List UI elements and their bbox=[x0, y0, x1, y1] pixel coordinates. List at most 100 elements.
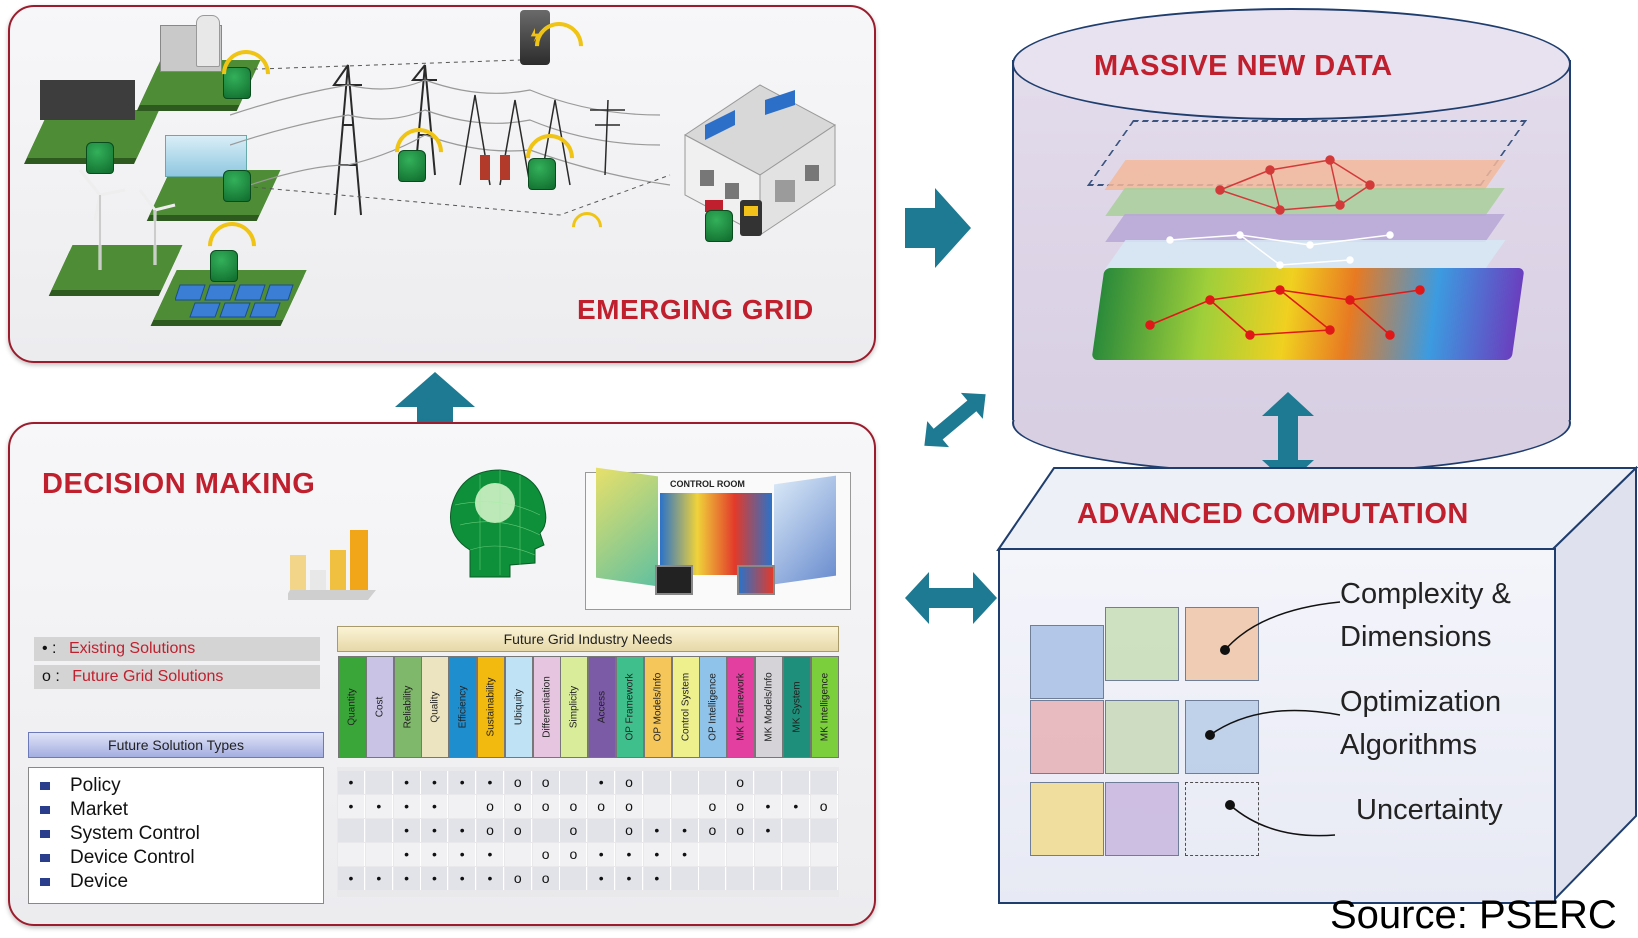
cube bbox=[1185, 700, 1259, 774]
battery-icon bbox=[520, 10, 550, 65]
need-column: OP Framework bbox=[616, 656, 644, 758]
control-room-screen-center bbox=[660, 493, 772, 575]
pointer-lines bbox=[1205, 601, 1341, 837]
matrix-cell bbox=[727, 843, 755, 866]
bullet-icon bbox=[40, 877, 50, 886]
matrix-cell bbox=[782, 819, 810, 842]
solar-panels-icon bbox=[175, 284, 294, 318]
matrix-cell bbox=[504, 843, 532, 866]
matrix-cell bbox=[338, 843, 365, 866]
bullet-icon bbox=[40, 829, 50, 838]
solution-type-label: Policy bbox=[70, 775, 121, 796]
matrix-cell: o bbox=[560, 843, 588, 866]
right-arrow-icon bbox=[905, 188, 971, 268]
need-label: MK Models/Info bbox=[763, 672, 775, 742]
matrix-cell: o bbox=[532, 795, 560, 818]
need-label: Cost bbox=[374, 696, 386, 718]
matrix-cell bbox=[782, 843, 810, 866]
matrix-cell: • bbox=[421, 867, 449, 890]
matrix-cell: o bbox=[560, 819, 588, 842]
matrix-cell bbox=[699, 867, 727, 890]
need-label: Quantity bbox=[346, 688, 358, 726]
need-label: OP Intelligence bbox=[707, 673, 719, 741]
solution-type-label: Market bbox=[70, 799, 129, 820]
need-column: Reliability bbox=[393, 656, 422, 758]
matrix-cell: • bbox=[755, 795, 782, 818]
up-arrow-icon bbox=[395, 372, 475, 442]
complexity-label: Complexity & bbox=[1340, 578, 1511, 610]
matrix-cell bbox=[365, 771, 393, 794]
legend-existing-symbol: • : bbox=[42, 640, 57, 657]
matrix-cell: • bbox=[338, 771, 365, 794]
control-room-screen-left bbox=[596, 467, 658, 587]
matrix-cell bbox=[643, 771, 671, 794]
sensor-icon bbox=[223, 170, 251, 202]
diagonal-double-arrow-icon bbox=[924, 392, 986, 448]
algorithms-label: Algorithms bbox=[1340, 729, 1477, 761]
need-label: Efficiency bbox=[457, 685, 469, 729]
cube bbox=[1105, 607, 1179, 681]
need-column: OP Intelligence bbox=[699, 656, 728, 758]
matrix-cell: • bbox=[365, 867, 393, 890]
matrix-cell bbox=[699, 843, 727, 866]
matrix-cell bbox=[560, 867, 588, 890]
matrix-cell: o bbox=[699, 819, 727, 842]
matrix-cell: o bbox=[616, 795, 643, 818]
need-column: Differentiation bbox=[532, 656, 561, 758]
need-label: OP Models/Info bbox=[652, 672, 664, 742]
solution-type-item: Device bbox=[40, 870, 128, 894]
matrix-cell: • bbox=[449, 819, 477, 842]
legend-future: o : Future Grid Solutions bbox=[34, 665, 320, 689]
sensor-icon bbox=[398, 150, 426, 182]
cube bbox=[1105, 700, 1179, 774]
matrix-cell: o bbox=[560, 795, 588, 818]
matrix-cell bbox=[810, 771, 838, 794]
types-header: Future Solution Types bbox=[28, 732, 324, 758]
matrix-cell bbox=[588, 819, 616, 842]
matrix-cell: • bbox=[643, 843, 671, 866]
monitor-icon bbox=[655, 565, 693, 595]
need-column: OP Models/Info bbox=[643, 656, 672, 758]
matrix-cell: • bbox=[421, 819, 449, 842]
matrix-cell bbox=[810, 819, 838, 842]
transmission-lines-icon bbox=[230, 59, 671, 216]
matrix-cell: o bbox=[504, 867, 532, 890]
legend-future-text: Future Grid Solutions bbox=[72, 668, 224, 685]
matrix-cell: o bbox=[727, 795, 755, 818]
cube bbox=[1030, 782, 1104, 856]
legend-existing-text: Existing Solutions bbox=[68, 640, 196, 657]
matrix-cell: • bbox=[449, 867, 477, 890]
matrix-cell: • bbox=[616, 843, 643, 866]
cube bbox=[1185, 607, 1259, 681]
uncertainty-label: Uncertainty bbox=[1356, 794, 1503, 826]
matrix-cell bbox=[449, 795, 477, 818]
need-label: Reliability bbox=[402, 685, 414, 729]
monitor-icon bbox=[737, 565, 775, 595]
matrix-cell bbox=[699, 771, 727, 794]
legend-existing: • : Existing Solutions bbox=[34, 637, 320, 661]
matrix-cell: • bbox=[393, 771, 421, 794]
meter-icon bbox=[740, 200, 762, 236]
matrix-cell: o bbox=[727, 771, 755, 794]
bar-chart-icon bbox=[288, 530, 376, 600]
matrix-cell: • bbox=[477, 771, 504, 794]
need-label: Simplicity bbox=[568, 685, 580, 729]
smart-house-icon bbox=[684, 84, 836, 236]
sensor-icon bbox=[86, 142, 114, 174]
matrix-cell: • bbox=[477, 867, 504, 890]
matrix-cell bbox=[532, 819, 560, 842]
matrix-cell: • bbox=[588, 867, 616, 890]
sensor-icon bbox=[705, 210, 733, 242]
legend-future-symbol: o : bbox=[42, 668, 60, 685]
optimization-label: Optimization bbox=[1340, 686, 1502, 718]
need-label: OP Framework bbox=[624, 673, 636, 741]
matrix-cell: o bbox=[477, 795, 504, 818]
matrix-cell: o bbox=[532, 867, 560, 890]
dimensions-label: Dimensions bbox=[1340, 621, 1492, 653]
matrix-cell bbox=[755, 771, 782, 794]
need-column: Quality bbox=[421, 656, 450, 758]
need-column: MK Intelligence bbox=[810, 656, 839, 758]
matrix-cell: • bbox=[421, 771, 449, 794]
need-column: Ubiquity bbox=[504, 656, 533, 758]
matrix-cell: • bbox=[477, 843, 504, 866]
